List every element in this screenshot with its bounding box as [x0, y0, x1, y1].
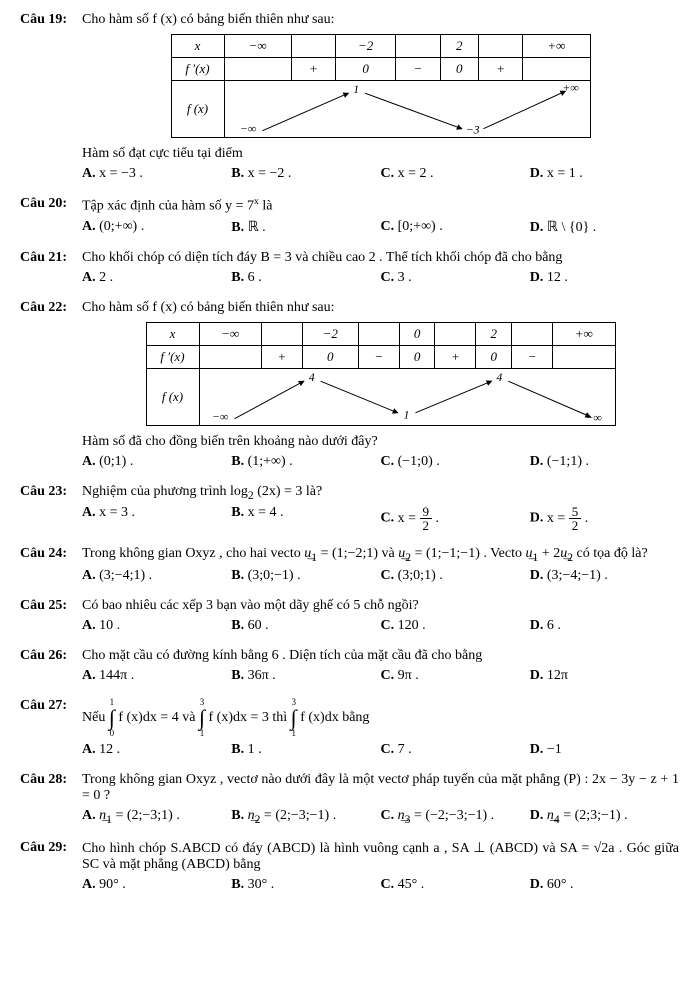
svg-text:−∞: −∞ [211, 409, 227, 423]
question-text: Cho hàm số f (x) có bảng biến thiên như … [82, 300, 679, 316]
question-label: Câu 27: [20, 698, 82, 714]
post-text: Hàm số đã cho đồng biến trên khoảng nào … [82, 434, 679, 450]
option-b: B. 60 . [231, 618, 380, 634]
option-d: D. n͢4 = (2;3;−1) . [530, 808, 679, 826]
question-text: Cho hàm số f (x) có bảng biến thiên như … [82, 12, 679, 28]
question-25: Câu 25: Có bao nhiêu các xếp 3 bạn vào m… [20, 598, 679, 634]
question-27: Câu 27: Nếu 1∫0 f (x)dx = 4 và 3∫1 f (x)… [20, 698, 679, 758]
svg-text:4: 4 [496, 370, 502, 384]
question-text: Trong không gian Oxyz , cho hai vecto u͢… [82, 546, 679, 564]
option-c: C. [0;+∞) . [381, 219, 530, 236]
question-label: Câu 20: [20, 196, 82, 212]
question-text: Cho khối chóp có diện tích đáy B = 3 và … [82, 250, 679, 266]
option-d: D. x = 52 . [530, 505, 679, 532]
question-22: Câu 22: Cho hàm số f (x) có bảng biến th… [20, 300, 679, 470]
question-text: Cho mặt cầu có đường kính bằng 6 . Diện … [82, 648, 679, 664]
option-a: A. 10 . [82, 618, 231, 634]
question-24: Câu 24: Trong không gian Oxyz , cho hai … [20, 546, 679, 584]
svg-text:1: 1 [403, 407, 409, 421]
option-b: B. x = 4 . [231, 505, 380, 532]
option-d: D. (3;−4;−1) . [530, 568, 679, 584]
question-label: Câu 22: [20, 300, 82, 316]
question-label: Câu 23: [20, 484, 82, 500]
question-label: Câu 29: [20, 840, 82, 856]
question-text: Tập xác định của hàm số y = 7x là [82, 196, 679, 215]
option-b: B. (3;0;−1) . [231, 568, 380, 584]
question-body: Cho hàm số f (x) có bảng biến thiên như … [82, 12, 679, 182]
option-c: C. (−1;0) . [381, 454, 530, 470]
option-b: B. (1;+∞) . [231, 454, 380, 470]
option-b: B. 6 . [231, 270, 380, 286]
option-a: A. (0;+∞) . [82, 219, 231, 236]
question-19: Câu 19: Cho hàm số f (x) có bảng biến th… [20, 12, 679, 182]
option-b: B. 30° . [231, 877, 380, 893]
svg-text:4: 4 [308, 370, 314, 384]
question-text: Trong không gian Oxyz , vectơ nào dưới đ… [82, 772, 679, 804]
option-a: A. 90° . [82, 877, 231, 893]
question-label: Câu 21: [20, 250, 82, 266]
option-d: D. 12 . [530, 270, 679, 286]
option-c: C. n͢3 = (−2;−3;−1) . [381, 808, 530, 826]
option-c: C. 3 . [381, 270, 530, 286]
svg-text:−3: −3 [465, 123, 479, 137]
variation-arrows: −∞ 1 −3 +∞ [225, 81, 590, 137]
option-a: A. 2 . [82, 270, 231, 286]
option-b: B. 36π . [231, 668, 380, 684]
option-d: D. (−1;1) . [530, 454, 679, 470]
option-b: B. n͢2 = (2;−3;−1) . [231, 808, 380, 826]
option-c: C. (3;0;1) . [381, 568, 530, 584]
option-b: B. 1 . [231, 742, 380, 758]
variation-table: x −∞ −2 0 2 +∞ f ′(x) + 0 − [146, 322, 616, 426]
option-a: A. x = −3 . [82, 166, 231, 182]
variation-arrows: −∞ 4 1 4 −∞ [200, 369, 615, 425]
x-label: x [171, 35, 224, 58]
option-c: C. x = 92 . [381, 505, 530, 532]
option-c: C. 120 . [381, 618, 530, 634]
option-a: A. 12 . [82, 742, 231, 758]
option-d: D. 12π [530, 668, 679, 684]
question-28: Câu 28: Trong không gian Oxyz , vectơ nà… [20, 772, 679, 826]
svg-text:−∞: −∞ [239, 122, 255, 136]
fprime-label: f ′(x) [171, 58, 224, 81]
question-label: Câu 28: [20, 772, 82, 788]
question-label: Câu 25: [20, 598, 82, 614]
option-a: A. (3;−4;1) . [82, 568, 231, 584]
question-23: Câu 23: Nghiệm của phương trình log2 (2x… [20, 484, 679, 533]
option-d: D. x = 1 . [530, 166, 679, 182]
option-d: D. 6 . [530, 618, 679, 634]
option-d: D. 60° . [530, 877, 679, 893]
svg-text:+∞: +∞ [562, 81, 578, 94]
svg-text:1: 1 [353, 82, 359, 96]
fx-label: f (x) [171, 81, 224, 138]
svg-text:−∞: −∞ [585, 410, 601, 424]
option-a: A. 144π . [82, 668, 231, 684]
question-20: Câu 20: Tập xác định của hàm số y = 7x l… [20, 196, 679, 236]
question-26: Câu 26: Cho mặt cầu có đường kính bằng 6… [20, 648, 679, 684]
question-label: Câu 24: [20, 546, 82, 562]
question-text: Nếu 1∫0 f (x)dx = 4 và 3∫1 f (x)dx = 3 t… [82, 698, 679, 738]
options: A. x = −3 . B. x = −2 . C. x = 2 . D. x … [82, 166, 679, 182]
option-c: C. 9π . [381, 668, 530, 684]
question-label: Câu 26: [20, 648, 82, 664]
option-a: A. x = 3 . [82, 505, 231, 532]
option-c: C. x = 2 . [381, 166, 530, 182]
question-text: Có bao nhiêu các xếp 3 bạn vào một dãy g… [82, 598, 679, 614]
option-d: D. ℝ \ {0} . [530, 219, 679, 236]
option-c: C. 7 . [381, 742, 530, 758]
option-c: C. 45° . [381, 877, 530, 893]
post-text: Hàm số đạt cực tiểu tại điểm [82, 146, 679, 162]
variation-table: x −∞ −2 2 +∞ f ′(x) + 0 − 0 + [171, 34, 591, 138]
question-text: Cho hình chóp S.ABCD có đáy (ABCD) là hì… [82, 840, 679, 873]
option-a: A. n͢1 = (2;−3;1) . [82, 808, 231, 826]
option-b: B. ℝ . [231, 219, 380, 236]
option-a: A. (0;1) . [82, 454, 231, 470]
question-text: Nghiệm của phương trình log2 (2x) = 3 là… [82, 484, 679, 502]
question-label: Câu 19: [20, 12, 82, 28]
question-29: Câu 29: Cho hình chóp S.ABCD có đáy (ABC… [20, 840, 679, 893]
option-b: B. x = −2 . [231, 166, 380, 182]
question-21: Câu 21: Cho khối chóp có diện tích đáy B… [20, 250, 679, 286]
option-d: D. −1 [530, 742, 679, 758]
